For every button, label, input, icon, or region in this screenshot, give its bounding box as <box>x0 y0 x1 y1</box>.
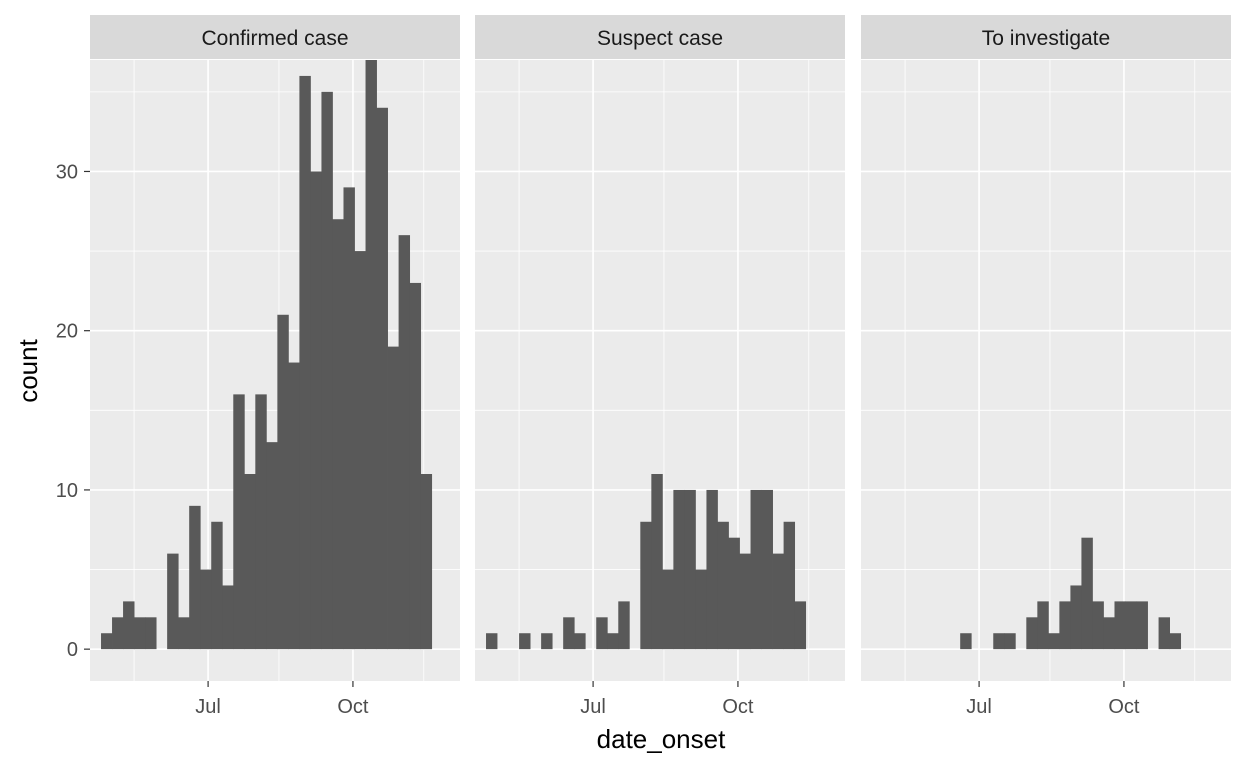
histogram-bar <box>1070 585 1082 650</box>
histogram-bar <box>662 569 674 650</box>
histogram-bar <box>486 633 498 650</box>
x-tick-label: Oct <box>1108 696 1140 718</box>
y-tick-label: 10 <box>56 480 78 502</box>
histogram-bar <box>651 474 663 650</box>
panel-strip <box>90 15 460 59</box>
histogram-bar <box>134 617 146 650</box>
histogram-bar <box>211 521 223 650</box>
histogram-bar <box>783 521 796 650</box>
histogram-bar <box>1037 601 1049 650</box>
histogram-bar <box>387 346 399 650</box>
panel-strip <box>861 15 1231 59</box>
histogram-bar <box>354 251 366 650</box>
panels-layer: 0 10 20 30 Confirmed case Jul Oct Suspect case J… <box>56 15 1231 718</box>
histogram-bar <box>761 489 773 650</box>
histogram-bar <box>1092 601 1104 650</box>
histogram-bar <box>541 633 553 650</box>
histogram-bar <box>255 394 267 650</box>
histogram-bar <box>123 601 135 650</box>
histogram-bar <box>1059 601 1071 650</box>
histogram-bar <box>365 60 377 650</box>
x-tick-label: Jul <box>195 696 221 718</box>
histogram-bar <box>717 521 729 650</box>
y-tick-label: 30 <box>56 161 78 183</box>
histogram-bar <box>563 617 575 650</box>
x-tick-label: Jul <box>580 696 606 718</box>
y-tick-label: 20 <box>56 321 78 343</box>
histogram-bar <box>200 569 212 650</box>
histogram-bar <box>145 617 157 650</box>
x-tick-label: Jul <box>966 696 992 718</box>
histogram-bar <box>167 553 179 650</box>
histogram-bar <box>596 617 608 650</box>
histogram-bar <box>993 633 1005 650</box>
histogram-bar <box>618 601 630 650</box>
histogram-bar <box>728 537 740 650</box>
histogram-bar <box>178 617 190 650</box>
histogram-bar <box>310 171 322 650</box>
histogram-bar <box>1026 617 1038 650</box>
x-axis-title: date_onset <box>597 724 726 754</box>
histogram-bar <box>101 633 113 650</box>
panel-strip-label: To investigate <box>982 27 1110 50</box>
histogram-bar <box>1136 601 1148 650</box>
histogram-bar <box>299 75 311 650</box>
histogram-bar <box>1004 633 1016 650</box>
histogram-bar <box>1081 537 1093 650</box>
y-axis-title: count <box>13 338 43 402</box>
histogram-bar <box>960 633 972 650</box>
histogram-bar <box>277 314 289 650</box>
histogram-bar <box>684 489 696 650</box>
histogram-bar <box>222 585 234 650</box>
histogram-bar <box>343 187 355 650</box>
histogram-bar <box>332 219 344 650</box>
histogram-bar <box>739 553 751 650</box>
panel-strip <box>475 15 845 59</box>
histogram-bar <box>189 505 201 650</box>
panel-suspect-case: Suspect case Jul Oct <box>475 15 845 718</box>
x-tick-label: Oct <box>722 696 754 718</box>
histogram-bar <box>519 633 531 650</box>
histogram-bar <box>1125 601 1137 650</box>
histogram-bar <box>1103 617 1115 650</box>
panel-strip-label: Suspect case <box>597 27 723 50</box>
histogram-bar <box>266 442 278 650</box>
histogram-bar <box>409 282 422 650</box>
histogram-bar <box>244 474 256 650</box>
histogram-bar <box>288 362 300 650</box>
panel-background <box>861 60 1231 681</box>
histogram-bar <box>420 474 433 650</box>
panel-confirmed-case: Confirmed case Jul Oct <box>90 15 460 718</box>
histogram-bar <box>376 107 388 650</box>
histogram-bar <box>574 633 586 650</box>
histogram-bar <box>673 489 685 650</box>
histogram-bar <box>1169 633 1182 650</box>
histogram-bar <box>1158 617 1170 650</box>
histogram-bar <box>398 235 411 650</box>
panel-strip-label: Confirmed case <box>201 27 348 50</box>
histogram-bar <box>1114 601 1126 650</box>
histogram-bar <box>1048 633 1060 650</box>
histogram-bar <box>233 394 245 650</box>
histogram-bar <box>772 553 784 650</box>
x-tick-label: Oct <box>337 696 369 718</box>
histogram-bar <box>640 521 652 650</box>
histogram-bar <box>112 617 124 650</box>
histogram-bar <box>695 569 707 650</box>
histogram-bar <box>321 91 333 650</box>
histogram-bar <box>750 489 762 650</box>
histogram-bar <box>706 489 718 650</box>
histogram-bar <box>794 601 807 650</box>
y-tick-label: 0 <box>67 639 78 661</box>
histogram-bar <box>607 633 619 650</box>
panel-to-investigate: To investigate Jul Oct <box>861 15 1231 718</box>
